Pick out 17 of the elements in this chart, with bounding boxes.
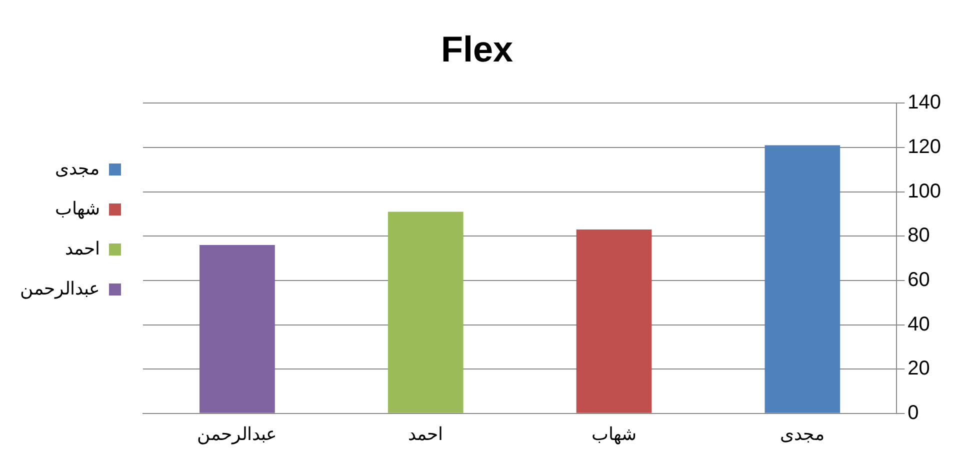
x-tick-label: مجدى [780, 424, 825, 444]
y-tick-label: 60 [908, 268, 930, 291]
y-tick-label: 20 [908, 358, 930, 380]
y-tick-label: 0 [908, 402, 919, 424]
chart-title: Flex [440, 28, 514, 70]
legend-label: شهاب [55, 198, 100, 220]
legend-label: عبدالرحمن [20, 278, 100, 300]
y-tick-label: 40 [908, 313, 930, 336]
x-tick-label: احمد [408, 424, 444, 444]
x-tick-label: عبدالرحمن [197, 424, 278, 446]
y-tick-label: 120 [908, 136, 942, 158]
y-tick-label: 140 [908, 92, 942, 114]
y-tick-label: 100 [908, 180, 942, 202]
legend-label: مجدى [55, 158, 100, 178]
y-tick-label: 80 [908, 224, 930, 247]
legend-label: احمد [65, 238, 100, 258]
x-tick-label: شهاب [592, 424, 637, 446]
